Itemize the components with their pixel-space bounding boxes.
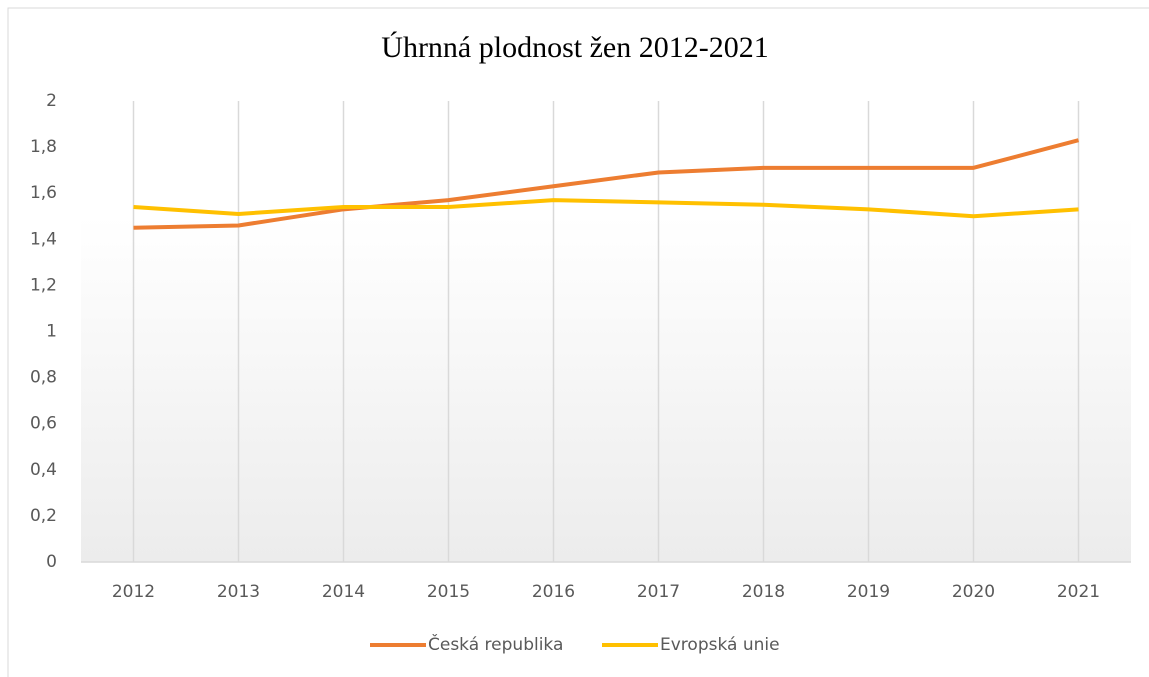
- y-tick-label: 1: [46, 322, 57, 342]
- chart-border: [7, 7, 1149, 677]
- x-tick-label: 2015: [427, 582, 470, 602]
- x-tick-label: 2019: [847, 582, 890, 602]
- x-tick-label: 2012: [112, 582, 155, 602]
- legend-label: Evropská unie: [660, 635, 780, 655]
- y-tick-label: 0,4: [30, 460, 57, 480]
- chart-title: Úhrnná plodnost žen 2012-2021: [381, 31, 768, 64]
- x-tick-label: 2013: [217, 582, 260, 602]
- x-tick-label: 2017: [637, 582, 680, 602]
- y-tick-label: 1,4: [30, 229, 57, 249]
- x-tick-label: 2020: [952, 582, 995, 602]
- y-tick-label: 0,2: [30, 506, 57, 526]
- x-tick-label: 2016: [532, 582, 575, 602]
- y-tick-label: 0,6: [30, 414, 57, 434]
- line-series: [133, 138, 1080, 230]
- y-tick-label: 0: [46, 552, 57, 572]
- y-tick-label: 2: [46, 91, 57, 111]
- y-tick-label: 1,8: [30, 137, 57, 157]
- x-tick-label: 2021: [1057, 582, 1100, 602]
- legend-label: Česká republika: [428, 633, 563, 655]
- y-tick-label: 1,6: [30, 183, 57, 203]
- x-tick-label: 2014: [322, 582, 365, 602]
- line-series: [133, 198, 1079, 219]
- y-tick-label: 1,2: [30, 275, 57, 295]
- y-tick-label: 0,8: [30, 368, 57, 388]
- x-tick-label: 2018: [742, 582, 785, 602]
